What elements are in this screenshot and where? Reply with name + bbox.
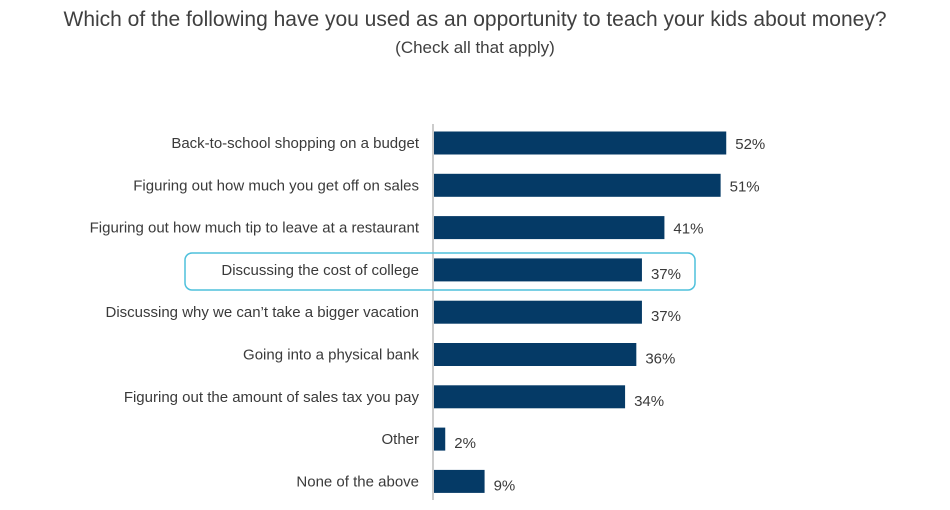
value-label: 9% [494, 477, 516, 494]
category-label: Figuring out how much you get off on sal… [133, 177, 419, 194]
bar [434, 173, 721, 197]
highlight-box [184, 252, 696, 291]
value-label: 37% [651, 308, 681, 325]
category-label: Figuring out the amount of sales tax you… [124, 389, 420, 406]
value-label: 51% [730, 178, 760, 195]
category-label: None of the above [296, 473, 419, 490]
bar [434, 385, 626, 409]
value-label: 37% [651, 266, 681, 283]
bar [434, 300, 642, 324]
chart-title: Which of the following have you used as … [63, 8, 887, 31]
category-label: Figuring out how much tip to leave at a … [90, 220, 420, 237]
category-label: Back-to-school shopping on a budget [171, 135, 420, 152]
value-label: 41% [673, 221, 703, 238]
bar [434, 258, 642, 282]
category-label: Other [381, 431, 419, 448]
value-label: 2% [454, 435, 476, 452]
category-label: Discussing the cost of college [221, 262, 419, 279]
chart-subtitle: (Check all that apply) [395, 38, 555, 57]
bar [434, 131, 727, 155]
bar [434, 427, 446, 451]
category-label: Discussing why we can’t take a bigger va… [106, 304, 420, 321]
value-label: 34% [634, 393, 664, 410]
value-label: 52% [735, 136, 765, 153]
category-label: Going into a physical bank [243, 347, 419, 364]
value-label: 36% [645, 351, 675, 368]
bar [434, 469, 485, 493]
bar [434, 343, 637, 366]
bar [434, 216, 665, 240]
